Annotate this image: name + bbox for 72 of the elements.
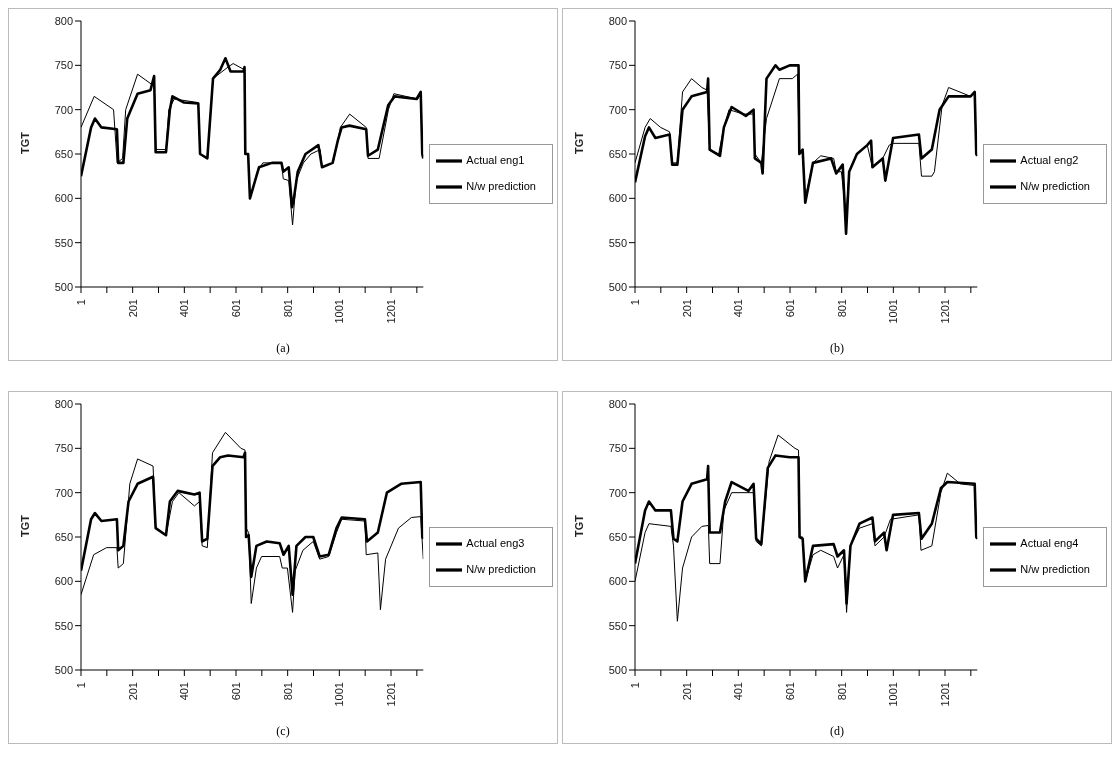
y-tick-label: 750: [54, 442, 73, 455]
x-tick-label: 201: [126, 682, 139, 701]
text: (a): [275, 340, 291, 357]
x-tick-label: 1201: [385, 299, 397, 324]
x-tick-label: 801: [835, 299, 848, 318]
y-tick-label: 650: [54, 530, 73, 543]
y-tick-label: 800: [608, 14, 627, 27]
text: (b): [829, 340, 845, 357]
legend-label: Actual eng3: [466, 536, 525, 549]
y-tick-label: 800: [54, 397, 73, 410]
x-tick-label: 401: [178, 299, 191, 318]
y-tick-label: 550: [608, 236, 627, 249]
x-tick-label: 801: [281, 682, 294, 701]
x-tick-label: 1201: [385, 682, 397, 707]
legend-label: Actual eng1: [466, 153, 525, 166]
y-tick-label: 750: [54, 59, 73, 72]
y-tick-label: 700: [608, 103, 627, 116]
x-tick-label: 201: [126, 299, 139, 318]
x-tick-label: 401: [732, 682, 745, 701]
y-tick-label: 600: [54, 575, 73, 588]
x-tick-label: 1001: [887, 299, 900, 324]
y-tick-label: 700: [608, 486, 627, 499]
x-tick-label: 401: [732, 299, 745, 318]
x-tick-label: 1: [75, 682, 87, 689]
y-tick-label: 550: [54, 236, 73, 249]
y-tick-label: 650: [54, 147, 73, 160]
y-tick-label: 500: [54, 280, 73, 293]
legend-label: N/w prediction: [1020, 562, 1090, 575]
y-tick-label: 550: [54, 619, 73, 632]
legend-label: N/w prediction: [466, 562, 536, 575]
x-tick-label: 601: [230, 682, 242, 701]
y-tick-label: 650: [608, 147, 627, 160]
text: (c): [275, 723, 291, 740]
y-tick-label: 700: [54, 103, 73, 116]
x-tick-label: 1201: [939, 299, 951, 324]
y-tick-label: 550: [608, 619, 627, 632]
y-tick-label: 600: [608, 575, 627, 588]
y-tick-label: 600: [608, 192, 627, 205]
x-tick-label: 601: [784, 299, 796, 318]
x-tick-label: 1001: [887, 682, 900, 707]
y-tick-label: 750: [608, 59, 627, 72]
y-tick-label: 500: [54, 663, 73, 676]
x-tick-label: 1001: [333, 682, 346, 707]
x-tick-label: 601: [230, 299, 242, 318]
legend-label: Actual eng4: [1020, 536, 1079, 549]
y-tick-label: 800: [608, 397, 627, 410]
x-tick-label: 401: [178, 682, 191, 701]
x-tick-label: 201: [680, 682, 693, 701]
y-tick-label: 700: [54, 486, 73, 499]
x-tick-label: 601: [784, 682, 796, 701]
x-tick-label: 1001: [333, 299, 346, 324]
legend-label: N/w prediction: [1020, 179, 1090, 192]
x-tick-label: 801: [281, 299, 294, 318]
y-tick-label: 500: [608, 280, 627, 293]
y-axis-title: TGT: [18, 514, 31, 537]
x-tick-label: 201: [680, 299, 693, 318]
y-axis-title: TGT: [572, 131, 585, 154]
y-axis-title: TGT: [18, 131, 31, 154]
x-tick-label: 1: [75, 299, 87, 306]
y-tick-label: 650: [608, 530, 627, 543]
y-tick-label: 500: [608, 663, 627, 676]
y-axis-title: TGT: [572, 514, 585, 537]
x-tick-label: 1201: [939, 682, 951, 707]
x-tick-label: 801: [835, 682, 848, 701]
y-tick-label: 800: [54, 14, 73, 27]
y-tick-label: 600: [54, 192, 73, 205]
text: (d): [829, 723, 845, 740]
legend-label: Actual eng2: [1020, 153, 1079, 166]
legend-label: N/w prediction: [466, 179, 536, 192]
y-tick-label: 750: [608, 442, 627, 455]
x-tick-label: 1: [629, 682, 641, 689]
x-tick-label: 1: [629, 299, 641, 306]
